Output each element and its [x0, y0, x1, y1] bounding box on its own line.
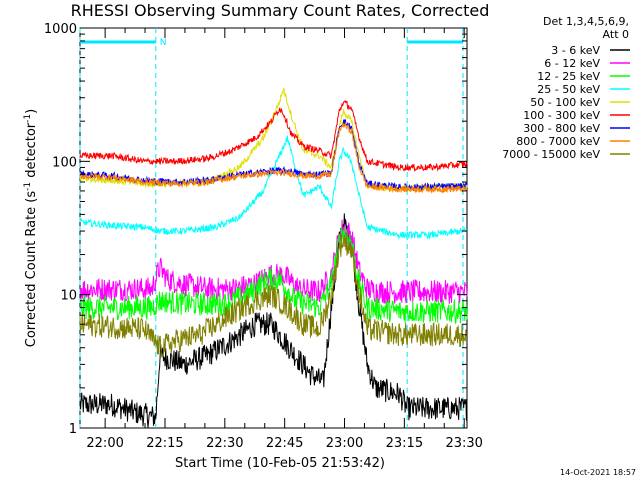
y-axis-label: Corrected Count Rate (s-1 detector-1) — [23, 109, 39, 347]
series-lines — [79, 87, 468, 428]
timestamp: 14-Oct-2021 18:57 — [560, 468, 636, 477]
series-line-8 — [79, 232, 468, 358]
y-axis-label-end: ) — [24, 109, 39, 114]
chart-title: RHESSI Observing Summary Count Rates, Co… — [71, 1, 490, 20]
x-tick-label-1: 22:15 — [146, 436, 183, 451]
x-tick-label-6: 23:30 — [445, 436, 482, 451]
plot-frame — [79, 27, 468, 429]
x-tick-label-3: 22:45 — [266, 436, 303, 451]
series-line-0 — [79, 213, 468, 428]
legend-label-5: 100 - 300 keV — [523, 109, 600, 122]
x-tick-label-0: 22:00 — [86, 436, 123, 451]
night-markers — [79, 28, 464, 428]
flag-label: N — [160, 38, 167, 48]
plot-area: N 1 10 100 1000 22:00 22:15 22:30 22:45 23:00 23… — [44, 22, 483, 451]
legend-label-6: 300 - 800 keV — [523, 122, 600, 135]
legend-label-7: 800 - 7000 keV — [516, 135, 600, 148]
y-axis-label-main: Corrected Count Rate (s — [24, 191, 39, 348]
series-line-7 — [79, 122, 468, 194]
legend-label-8: 7000 - 15000 keV — [502, 148, 600, 161]
legend-label-3: 25 - 50 keV — [537, 83, 600, 96]
y-axis-label-sup1: -1 — [23, 182, 33, 191]
y-axis-ticks: 1 10 100 1000 — [44, 22, 467, 437]
legend-label-2: 12 - 25 keV — [537, 70, 600, 83]
x-tick-label-4: 23:00 — [326, 436, 363, 451]
x-tick-label-2: 22:30 — [206, 436, 243, 451]
legend-header-line2: Att 0 — [603, 28, 629, 41]
series-line-2 — [79, 226, 468, 325]
series-line-4 — [79, 87, 468, 193]
y-tick-label-1: 10 — [60, 289, 77, 304]
x-axis-label: Start Time (10-Feb-05 21:53:42) — [175, 456, 385, 471]
flag-bars: N — [80, 38, 464, 48]
legend-header-line1: Det 1,3,4,5,6,9, — [543, 15, 629, 28]
y-tick-label-0: 1 — [69, 422, 77, 437]
legend-label-4: 50 - 100 keV — [530, 96, 600, 109]
series-line-5 — [79, 99, 468, 173]
y-tick-label-3: 1000 — [44, 22, 77, 37]
y-tick-label-2: 100 — [52, 155, 77, 170]
legend-label-0: 3 - 6 keV — [551, 44, 600, 57]
y-axis-label-sup2: -1 — [23, 114, 33, 123]
series-line-1 — [79, 219, 468, 304]
x-tick-label-5: 23:15 — [386, 436, 423, 451]
x-axis-ticks: 22:00 22:15 22:30 22:45 23:00 23:15 23:30 — [86, 28, 483, 451]
legend-label-1: 6 - 12 keV — [544, 57, 600, 70]
y-axis-label-mid: detector — [24, 122, 39, 182]
